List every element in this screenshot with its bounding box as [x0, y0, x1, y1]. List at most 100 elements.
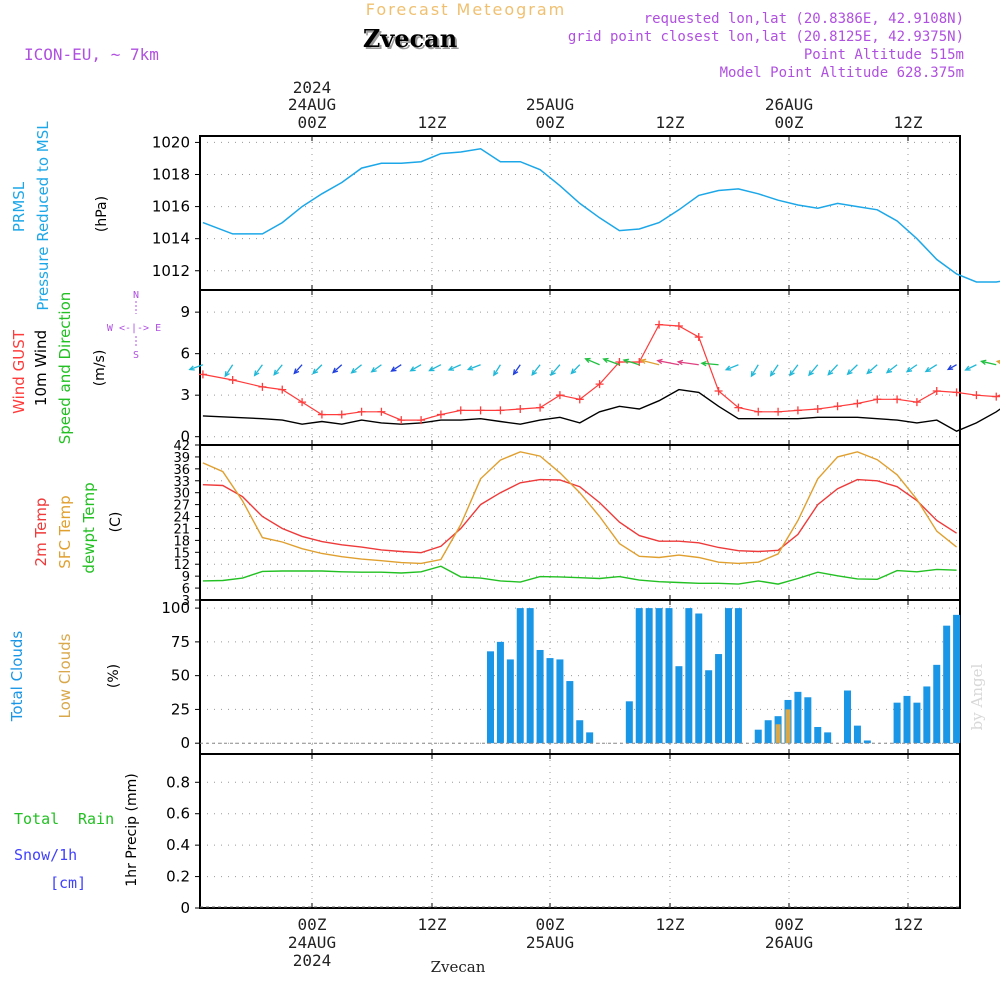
total-cloud-bar [685, 608, 693, 744]
total-cloud-bar [695, 613, 703, 744]
pressure-line [202, 148, 1000, 283]
wind-arrow-head [602, 357, 609, 364]
gust-marker [734, 403, 743, 412]
wind-ytick-label: 9 [180, 303, 190, 321]
wind-arrow-head [493, 370, 499, 377]
wind10-line [202, 388, 1000, 432]
low-cloud-bar [785, 709, 791, 744]
temp-ytick-label: 42 [173, 439, 190, 454]
top-label-25aug-date: 25AUG [526, 95, 574, 114]
bottom-label-26aug-date: 26AUG [765, 933, 813, 952]
wind-arrow-head [946, 364, 954, 371]
dew-line [202, 565, 957, 585]
total-cloud-bar [734, 608, 742, 744]
wind-arrow [585, 358, 600, 366]
wind-ytick-label: 3 [180, 386, 190, 404]
total-cloud-bar [556, 659, 564, 744]
temp-ytick-label: 18 [173, 534, 190, 549]
location-title: Zvecan [363, 24, 457, 53]
gust-marker [714, 387, 723, 396]
pressure-ytick-label: 1016 [152, 198, 190, 216]
wind-arrow-head [724, 365, 732, 371]
temp-2m-label: 2m Temp [32, 498, 50, 567]
total-cloud-bar [487, 651, 494, 744]
total-cloud-bar [705, 670, 713, 744]
temp2m-line [202, 478, 957, 554]
gust-marker [436, 410, 445, 419]
total-cloud-bar [665, 608, 673, 744]
gust-marker [516, 405, 525, 414]
pressure-label-prmsl: PRMSL [10, 181, 28, 232]
gust-marker [357, 407, 366, 416]
wind-arrow [603, 358, 620, 366]
pressure-ytick-label: 1018 [152, 166, 190, 184]
wind-arrow [293, 364, 303, 374]
gust-marker [337, 410, 346, 419]
gust-marker [793, 406, 802, 415]
total-cloud-bar [645, 608, 653, 744]
wind-arrow-head [312, 368, 319, 375]
temp-sfc-label: SFC Temp [56, 495, 74, 568]
gust-marker [635, 357, 644, 366]
top-label-24aug-date: 24AUG [288, 95, 336, 114]
wind-arrow [351, 364, 362, 374]
pressure-frame [199, 135, 961, 291]
wind-arrow [981, 360, 997, 366]
total-cloud-bar [923, 686, 931, 744]
total-cloud-bar [863, 740, 871, 744]
bottom-label-25aug-12z: 12Z [656, 915, 685, 934]
wind-arrow-head [293, 368, 300, 375]
bottom-label-26aug-00z: 00Z [775, 915, 804, 934]
gust-marker [833, 402, 842, 411]
gust-marker [932, 387, 941, 396]
clouds-ytick-label: 25 [171, 700, 190, 718]
wind-arrow-head [466, 365, 474, 371]
gust-marker [694, 333, 703, 342]
precip-ytick-label: 0.8 [166, 773, 190, 791]
wind-arrow-head [789, 370, 795, 377]
wind-arrow-head [676, 359, 684, 366]
wind-arrow-head [769, 370, 776, 377]
wind-ytick-label: 6 [180, 345, 190, 363]
wind-arrow [513, 364, 521, 375]
wind-arrow [701, 362, 719, 366]
wind-arrow [550, 364, 561, 376]
watermark: by Angel [968, 663, 986, 730]
total-cloud-bar [536, 649, 544, 744]
wind-arrow-head [656, 358, 663, 365]
wind-arrow [808, 364, 819, 376]
top-label-24aug-00z: 00Z [298, 113, 327, 132]
wind-arrow [965, 364, 977, 371]
total-cloud-bar [506, 659, 514, 744]
pressure-ytick-label: 1012 [152, 262, 190, 280]
total-cloud-bar [566, 681, 574, 744]
wind-arrow [371, 364, 382, 373]
wind-arrow-head [531, 369, 537, 376]
wind-arrow-head [700, 360, 707, 367]
sfc-line [202, 451, 958, 565]
top-label-24aug-12z: 12Z [418, 113, 447, 132]
gust-marker [317, 410, 326, 419]
total-cloud-bar [496, 641, 504, 744]
top-label-26aug-12z: 12Z [894, 113, 923, 132]
top-label-24aug-year: 2024 [293, 78, 332, 97]
temp-ytick-label: 6 [182, 582, 190, 597]
bottom-label-25aug-date: 25AUG [526, 933, 574, 952]
top-label-26aug-00z: 00Z [775, 113, 804, 132]
bottom-label-24aug-00z: 00Z [298, 915, 327, 934]
wind-arrow [224, 364, 234, 377]
wind-frame [199, 289, 961, 446]
wind-arrow-head [964, 365, 971, 371]
wind-arrow [570, 364, 581, 374]
pressure-ytick-label: 1014 [152, 230, 190, 248]
gust-marker [595, 380, 604, 389]
wind-arrow-head [905, 366, 913, 373]
wind-arrow [254, 364, 263, 376]
clouds-ytick-label: 100 [161, 599, 190, 617]
cloud-total-label: Total Clouds [8, 631, 26, 723]
wind-arrow-head [584, 357, 591, 363]
pressure-label-long: Pressure Reduced to MSL [34, 121, 52, 311]
total-cloud-bar [754, 729, 762, 744]
requested-coords: requested lon,lat (20.8386E, 42.9108N) [644, 11, 964, 27]
wind-arrow-head [350, 367, 357, 374]
